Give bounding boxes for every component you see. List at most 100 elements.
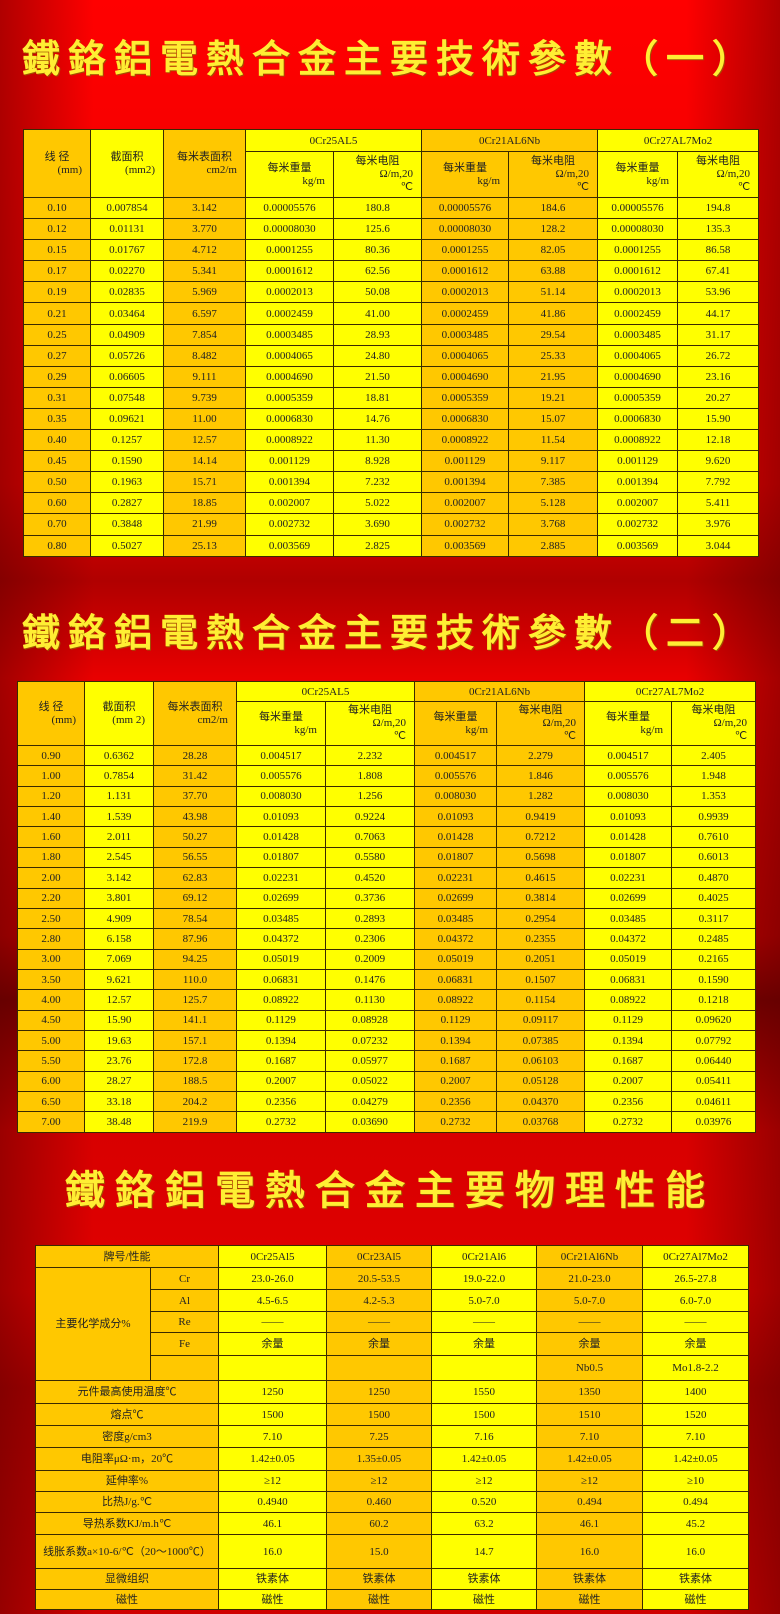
table-cell: 41.86 [508,302,599,325]
table-cell: 1.539 [84,806,154,828]
table-cell: 0.001129 [597,450,679,473]
table-cell: 磁性 [536,1589,643,1610]
table-cell: 0.0005359 [421,386,510,409]
table-cell: 12.57 [84,989,154,1011]
table-cell: 128.2 [508,218,599,241]
table-cell: 0.5580 [324,846,416,869]
table-cell: 0.4025 [671,887,757,909]
table-cell: 余量 [431,1332,537,1356]
table-cell: 1.42±0.05 [431,1447,537,1471]
table-cell: 15.90 [84,1009,154,1032]
table-row: 1.00 0.7854 31.42 0.005576 1.808 0.005576 1.84… [17,765,757,787]
property-label: 密度g/cm3 [35,1425,219,1448]
table-cell: 0.1218 [671,989,757,1011]
table-row: 0.10 0.007854 3.142 0.00005576 180.8 0.000055… [23,196,760,220]
table-cell: 0.31 [23,386,91,409]
table-cell: 0.001129 [245,450,334,473]
table-cell: 9.621 [84,968,154,991]
table-row: 0.31 0.07548 9.739 0.0005359 18.81 0.0005359 1… [23,386,760,409]
table-cell: 8.482 [163,344,246,367]
header-alloy: 0Cr25AL5 [244,129,423,152]
table-cell: 0.0006830 [597,407,679,431]
table-cell: 9.111 [163,365,246,388]
table-cell: 1.808 [324,765,416,787]
table-cell: 1.282 [496,785,586,808]
table-cell: 0.09117 [496,1009,586,1032]
table-cell: 0.0002013 [245,281,334,304]
table-cell: 21.99 [163,513,246,536]
composition-row: Re —— —— —— —— —— [36,1311,749,1333]
table-cell: 194.8 [677,196,760,220]
composition-row: Fe 余量 余量 余量 余量 余量 [36,1332,749,1356]
table-cell: 0.00005576 [421,196,510,220]
header-alloy: 0Cr21AL6Nb [414,681,586,702]
header-resistance: 每米电阻 Ω/m,20 ℃ [677,151,760,198]
table-cell: 0.02835 [90,281,164,304]
table-cell: 0.2732 [236,1111,326,1133]
table-row: 0.50 0.1963 15.71 0.001394 7.232 0.001394 7.38… [23,471,760,494]
table-cell: 11.54 [508,429,599,452]
property-row: 密度g/cm3 7.10 7.25 7.16 7.10 7.10 [35,1425,749,1448]
table-cell: 67.41 [677,260,760,283]
table-cell: 0.002732 [245,513,334,536]
table-cell: 5.411 [677,492,760,515]
table-cell: 磁性 [326,1589,432,1610]
table-cell: 0.09621 [90,407,164,431]
header-diameter-unit: (mm) [51,713,76,726]
table-cell: 铁素体 [536,1568,643,1590]
table-cell: 0.0001612 [597,260,679,283]
header-surface: 每米表面积 cm2/m [163,129,246,198]
table-cell: 3.770 [163,218,246,241]
table-cell: 余量 [536,1332,643,1356]
table-cell: 0.4520 [324,867,416,889]
table-cell: 0.07548 [90,386,164,409]
table-cell: 28.28 [153,744,237,767]
table-cell: 0.9224 [324,806,416,828]
table-cell: 0.2165 [671,948,757,970]
property-label: 元件最高使用温度℃ [35,1380,219,1404]
table-cell: 0.01767 [90,239,164,262]
table-cell: 0.2732 [584,1111,673,1133]
table-cell: 3.690 [332,513,423,536]
element-label: Cr [150,1267,219,1290]
table-cell: 0.7063 [324,826,416,848]
table-row: 0.19 0.02835 5.969 0.0002013 50.08 0.0002013 5… [23,281,760,304]
table-cell: 0.01131 [90,218,164,241]
property-label: 熔点℃ [35,1403,219,1426]
table-cell: 80.36 [332,239,423,262]
subheader-row: 每米重量 kg/m 每米电阻 Ω/m,20 ℃ 每米重量 kg/m 每米电阻 Ω/m,20 ℃ 每米… [24,151,760,198]
table-cell: 14.76 [332,407,423,431]
table-cell: 0.0006830 [421,407,510,431]
table-cell: 0.0003485 [597,323,679,346]
table-cell: 78.54 [153,907,237,930]
property-row: 比热J/g.℃ 0.4940 0.460 0.520 0.494 0.494 [35,1491,749,1513]
weight-unit: kg/m [640,723,664,736]
table-cell: 1510 [536,1403,643,1426]
table-cell: 0.002007 [421,492,510,515]
table-cell: 1.60 [17,826,85,848]
table-cell: 0.1129 [414,1009,498,1032]
table-cell: 0.1687 [584,1050,673,1072]
header-grade: 0Cr21Al6 [431,1245,537,1268]
table-cell: 0.0006830 [245,407,334,431]
table-cell: 60.2 [326,1512,432,1535]
table-cell: 0.40 [23,429,91,452]
table-cell: 0.01807 [584,846,673,869]
table-cell: 0.2732 [414,1111,498,1133]
table-cell: —— [642,1311,749,1333]
table-cell: 26.72 [677,344,760,367]
property-label: 电阻率μΩ·m，20℃ [35,1447,219,1471]
table-row: 2.80 6.158 87.96 0.04372 0.2306 0.04372 0.2355… [17,928,757,950]
table-cell: 0.2485 [671,928,757,950]
table-cell: 0.21 [23,302,91,325]
table-cell: 0.45 [23,450,91,473]
weight-label: 每米重量 [259,710,303,723]
table-cell: 0.3117 [671,907,757,930]
resist-label: 每米电阻 [348,704,392,716]
table-cell: 0.1129 [584,1009,673,1032]
table-cell: 3.00 [17,948,85,970]
table-cell: 63.2 [431,1512,537,1535]
composition-row: Nb0.5 Mo1.8-2.2 [36,1355,749,1381]
table-cell: 82.05 [508,239,599,262]
header-weight: 每米重量 kg/m [597,151,679,198]
